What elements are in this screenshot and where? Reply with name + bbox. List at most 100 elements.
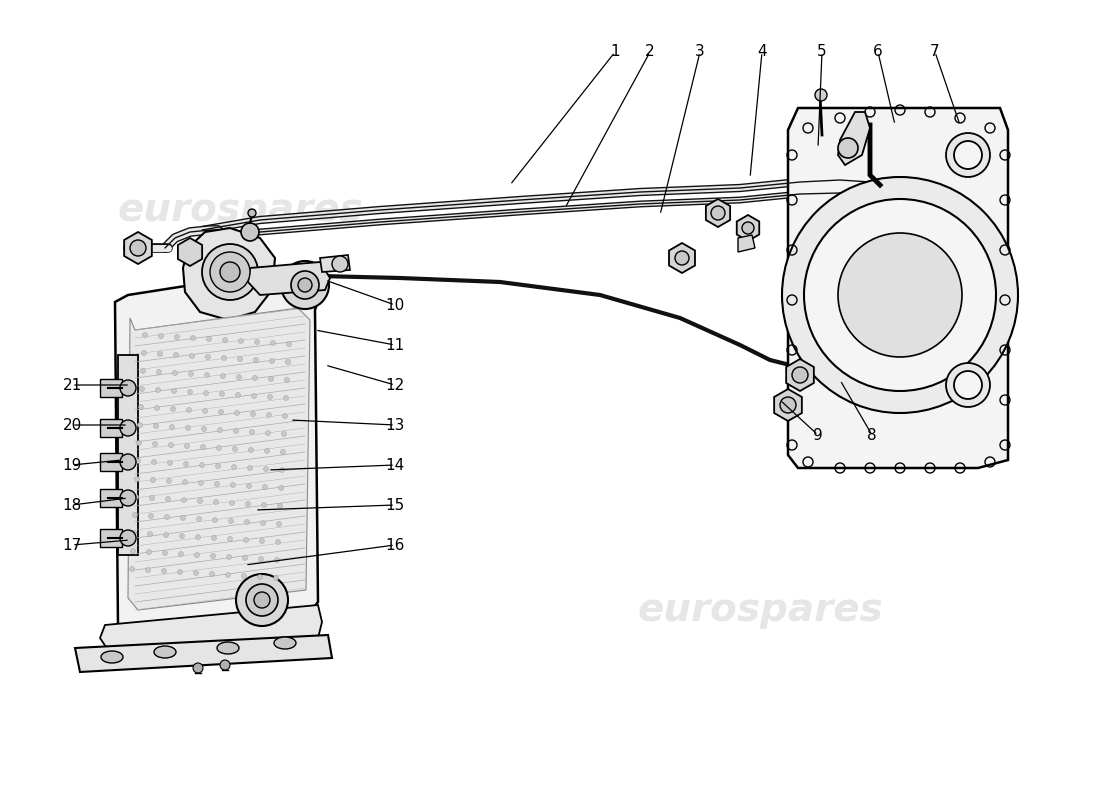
- Circle shape: [265, 430, 271, 435]
- Circle shape: [210, 252, 250, 292]
- Circle shape: [158, 334, 164, 338]
- Circle shape: [234, 410, 240, 415]
- Circle shape: [298, 278, 312, 292]
- Circle shape: [264, 449, 270, 454]
- Circle shape: [143, 333, 147, 338]
- Circle shape: [120, 490, 136, 506]
- Circle shape: [222, 338, 228, 342]
- Circle shape: [742, 222, 754, 234]
- Circle shape: [231, 482, 235, 487]
- Circle shape: [780, 397, 796, 413]
- Circle shape: [292, 271, 319, 299]
- Polygon shape: [75, 635, 332, 672]
- Polygon shape: [118, 355, 138, 555]
- Circle shape: [162, 569, 166, 574]
- Circle shape: [200, 445, 206, 450]
- Circle shape: [188, 371, 194, 377]
- Circle shape: [804, 199, 996, 391]
- Circle shape: [261, 521, 265, 526]
- Circle shape: [174, 353, 178, 358]
- Circle shape: [165, 497, 170, 502]
- Circle shape: [180, 515, 186, 521]
- Circle shape: [166, 478, 172, 483]
- Circle shape: [270, 358, 275, 363]
- Circle shape: [815, 89, 827, 101]
- Circle shape: [179, 534, 185, 538]
- Circle shape: [167, 461, 173, 466]
- Circle shape: [229, 518, 233, 523]
- Circle shape: [186, 426, 190, 430]
- Text: 16: 16: [385, 538, 405, 553]
- Circle shape: [141, 369, 145, 374]
- Circle shape: [251, 411, 255, 417]
- Circle shape: [267, 394, 273, 399]
- Polygon shape: [248, 262, 330, 295]
- Circle shape: [165, 514, 169, 519]
- Polygon shape: [786, 359, 814, 391]
- Circle shape: [168, 442, 174, 447]
- Circle shape: [155, 387, 161, 393]
- Circle shape: [258, 557, 264, 562]
- Circle shape: [220, 262, 240, 282]
- Text: 13: 13: [385, 418, 405, 433]
- Circle shape: [185, 443, 189, 449]
- Circle shape: [253, 358, 258, 362]
- Circle shape: [217, 446, 221, 450]
- Circle shape: [276, 522, 282, 526]
- Circle shape: [254, 339, 260, 345]
- Circle shape: [241, 223, 258, 241]
- Circle shape: [182, 498, 187, 502]
- Circle shape: [954, 141, 982, 169]
- Circle shape: [194, 570, 198, 575]
- Polygon shape: [788, 108, 1008, 468]
- Circle shape: [120, 380, 136, 396]
- Circle shape: [243, 538, 249, 542]
- Circle shape: [154, 406, 160, 410]
- Circle shape: [675, 251, 689, 265]
- Circle shape: [284, 395, 288, 401]
- Circle shape: [140, 386, 144, 391]
- Circle shape: [283, 414, 287, 418]
- Circle shape: [257, 574, 263, 579]
- Circle shape: [209, 571, 214, 577]
- Circle shape: [135, 458, 141, 463]
- Circle shape: [280, 450, 286, 454]
- Circle shape: [263, 485, 267, 490]
- Text: 14: 14: [385, 458, 405, 473]
- Circle shape: [134, 477, 140, 482]
- Circle shape: [260, 538, 264, 543]
- Text: 12: 12: [385, 378, 405, 393]
- Circle shape: [205, 373, 209, 378]
- Text: 4: 4: [757, 45, 767, 59]
- Circle shape: [286, 359, 290, 365]
- Circle shape: [244, 519, 250, 525]
- Circle shape: [157, 351, 163, 357]
- Circle shape: [210, 554, 216, 558]
- Circle shape: [164, 533, 168, 538]
- Circle shape: [146, 550, 152, 554]
- Circle shape: [202, 409, 208, 414]
- Circle shape: [130, 566, 134, 571]
- Circle shape: [253, 375, 257, 381]
- Circle shape: [275, 539, 280, 545]
- Circle shape: [206, 354, 210, 359]
- Circle shape: [177, 570, 183, 574]
- Circle shape: [838, 138, 858, 158]
- Circle shape: [132, 530, 136, 535]
- Text: 19: 19: [63, 458, 81, 473]
- Polygon shape: [183, 228, 275, 320]
- Text: 17: 17: [63, 538, 81, 553]
- Circle shape: [151, 478, 155, 482]
- Circle shape: [242, 574, 246, 578]
- Text: 2: 2: [646, 45, 654, 59]
- Circle shape: [197, 517, 201, 522]
- Text: 7: 7: [931, 45, 939, 59]
- Circle shape: [246, 584, 278, 616]
- Circle shape: [946, 133, 990, 177]
- Polygon shape: [100, 605, 322, 650]
- Circle shape: [202, 244, 258, 300]
- Polygon shape: [116, 268, 320, 640]
- Circle shape: [279, 467, 285, 473]
- Circle shape: [145, 567, 151, 573]
- Circle shape: [198, 481, 204, 486]
